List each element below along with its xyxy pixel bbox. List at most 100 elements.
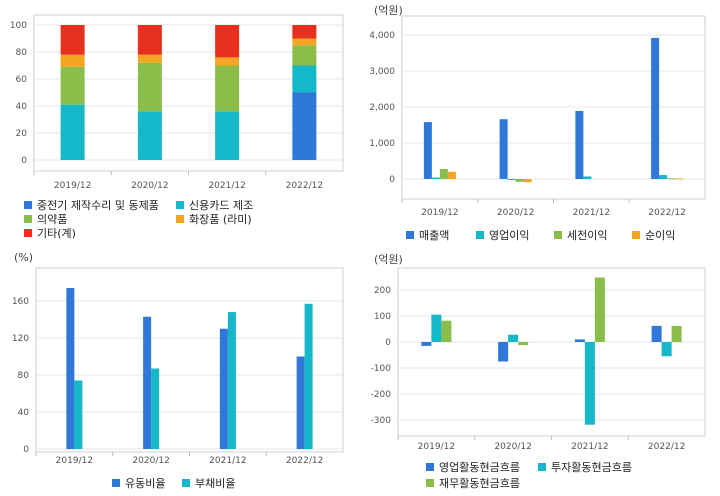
legend-label: 신용카드 제조 <box>189 199 254 212</box>
bar <box>594 277 605 342</box>
bar-segment <box>292 65 317 93</box>
cashflow-unit: (억원) <box>374 253 403 266</box>
bar <box>651 37 660 179</box>
legend-swatch <box>476 231 484 239</box>
legend-label: 순이익 <box>645 229 676 242</box>
x-tick-label: 2022/12 <box>286 181 323 191</box>
legend-item: 영업이익 <box>476 228 529 243</box>
bar <box>421 342 432 346</box>
x-tick-label: 2021/12 <box>208 181 245 191</box>
bar <box>515 179 524 182</box>
income-unit: (억원) <box>374 4 403 17</box>
legend-label: 의약품 <box>37 213 68 226</box>
product-mix-panel: 0 20 40 60 80 100 2019/12 2020/12 2021/12 2022/12… <box>0 0 360 248</box>
y-tick-label: 1,000 <box>369 139 395 149</box>
bar <box>659 175 668 179</box>
legend-item: 유동비율 <box>112 476 165 491</box>
y-tick-label: -300 <box>371 416 392 426</box>
legend-item: 세전이익 <box>554 228 607 243</box>
legend-swatch <box>24 229 32 237</box>
bar <box>575 110 584 179</box>
plot-frame <box>35 267 344 453</box>
bar <box>441 320 452 342</box>
x-tick-label: 2019/12 <box>418 442 455 452</box>
y-tick-label: 80 <box>16 48 28 58</box>
bar <box>151 368 160 449</box>
bar <box>671 325 682 342</box>
legend-item: 영업활동현금흐름 <box>426 460 520 475</box>
y-tick-label: 100 <box>374 312 391 322</box>
bar <box>296 356 305 449</box>
x-tick-label: 2020/12 <box>131 181 168 191</box>
y-tick-label: 3,000 <box>369 67 395 77</box>
bar-segment <box>215 111 240 160</box>
x-tick-label: 2020/12 <box>494 442 531 452</box>
y-tick-label: 0 <box>385 338 391 348</box>
y-tick-label: 100 <box>10 21 27 31</box>
legend-item: 의약품 <box>24 212 67 227</box>
legend-item: 매출액 <box>406 228 449 243</box>
y-tick-label: 120 <box>12 334 29 344</box>
legend-label: 재무활동현금흐름 <box>439 477 520 490</box>
y-tick-label: 200 <box>374 286 391 296</box>
y-tick-label: 0 <box>23 445 29 455</box>
legend-label: 부채비율 <box>195 477 236 490</box>
legend-label: 중전기 제작수리 및 동제품 <box>37 199 159 212</box>
bar-segment <box>292 38 317 46</box>
product-mix-chart: 0 20 40 60 80 100 2019/12 2020/12 2021/12 2022/12 <box>10 14 344 191</box>
legend-item: 화장품 (라미) <box>176 212 252 227</box>
bar-segment <box>137 25 162 55</box>
bar <box>499 119 508 179</box>
bar-segment <box>215 65 240 112</box>
bar-segment <box>60 54 85 67</box>
ratios-chart: 0 40 80 120 160 2019/12 2020/12 2021/12 2022/12 <box>12 267 344 466</box>
bar <box>219 328 228 449</box>
bar <box>431 314 442 342</box>
x-tick-label: 2021/12 <box>571 442 608 452</box>
legend-swatch <box>554 231 562 239</box>
bar <box>498 342 509 362</box>
legend-label: 기타(계) <box>37 227 76 240</box>
x-tick-label: 2021/12 <box>573 208 610 218</box>
income-legend: 매출액 영업이익 세전이익 순이익 <box>406 228 706 246</box>
bar-segment <box>215 57 240 66</box>
bar <box>439 168 448 179</box>
y-tick-label: 160 <box>12 297 29 307</box>
bar-segment <box>292 45 317 66</box>
bar <box>518 342 529 346</box>
cashflow-panel: (억원) -300 -200 -100 0 100 200 2019/12 2020/12 20… <box>360 248 720 496</box>
bar <box>431 177 440 179</box>
bar <box>675 178 684 180</box>
x-tick-label: 2022/12 <box>286 456 323 466</box>
bar <box>508 334 519 342</box>
bar <box>227 312 236 449</box>
ratios-panel: (%) 0 40 80 120 160 2019/12 2020/12 2021/12 2022… <box>0 248 360 496</box>
legend-item: 부채비율 <box>182 476 235 491</box>
bar-segment <box>137 54 162 63</box>
legend-label: 영업활동현금흐름 <box>439 461 520 474</box>
y-tick-label: 0 <box>21 156 27 166</box>
ratios-unit: (%) <box>14 251 34 264</box>
bar <box>583 176 592 179</box>
legend-swatch <box>112 479 120 487</box>
legend-item: 중전기 제작수리 및 동제품 <box>24 198 159 213</box>
legend-item: 재무활동현금흐름 <box>426 476 520 491</box>
y-tick-label: 80 <box>18 371 30 381</box>
bar-segment <box>292 25 317 39</box>
legend-swatch <box>24 201 32 209</box>
legend-item: 순이익 <box>632 228 675 243</box>
legend-item: 기타(계) <box>24 226 76 241</box>
y-tick-label: -200 <box>371 390 392 400</box>
legend-swatch <box>24 215 32 223</box>
bar <box>651 325 662 342</box>
bar <box>143 316 152 449</box>
legend-label: 투자활동현금흐름 <box>551 461 632 474</box>
bar-segment <box>292 92 317 160</box>
x-tick-label: 2019/12 <box>421 208 458 218</box>
plot-frame <box>397 267 706 437</box>
plot-frame <box>33 14 344 172</box>
bar-segment <box>60 66 85 105</box>
legend-swatch <box>632 231 640 239</box>
